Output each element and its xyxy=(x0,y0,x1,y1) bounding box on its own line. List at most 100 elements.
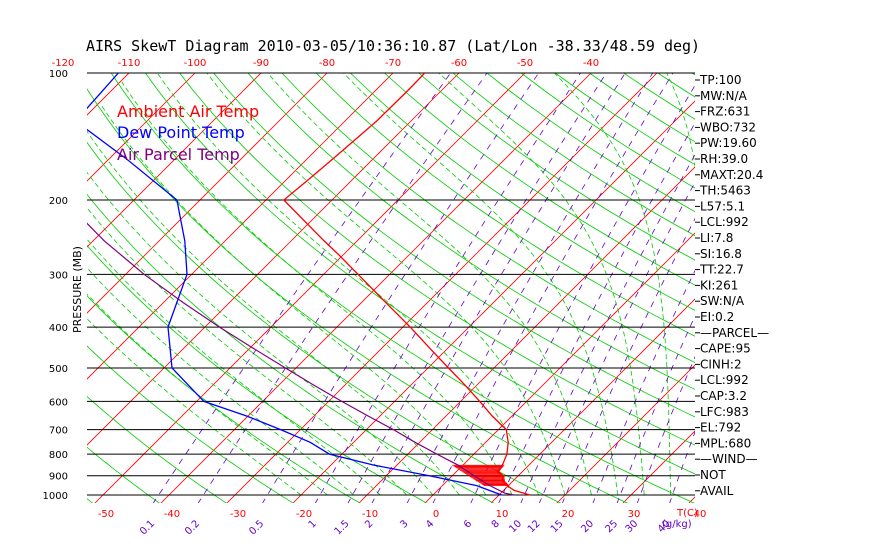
top-temperature-tick-label: -50 xyxy=(517,58,533,69)
stability-index-label: CINH:2 xyxy=(700,357,742,371)
stability-index-label: KI:261 xyxy=(700,278,738,292)
dry-adiabat-line xyxy=(384,73,695,286)
pressure-tick-label: 1000 xyxy=(43,491,68,502)
dry-adiabat-line xyxy=(87,193,495,503)
isotherm-line xyxy=(820,64,870,504)
isotherm-line xyxy=(358,166,695,503)
bottom-temperature-tick-label: 10 xyxy=(496,509,509,520)
moist-adiabat-line xyxy=(206,73,566,496)
mixing-ratio-tick-label: 15 xyxy=(549,518,566,535)
dry-adiabat-line xyxy=(418,73,695,261)
mixing-ratio-tick-label: 30 xyxy=(624,518,641,535)
profile-series xyxy=(87,73,531,496)
stability-index-label: EI:0.2 xyxy=(700,310,734,324)
dry-adiabat-line xyxy=(87,395,227,503)
mixing-ratio-tick-label: 0.1 xyxy=(138,518,157,537)
stability-index-label: MW:N/A xyxy=(700,89,748,103)
dry-adiabat-line xyxy=(110,73,695,503)
isotherm-line xyxy=(87,73,262,248)
isobar-lines xyxy=(87,72,695,496)
top-temperature-ticks: -120 -110 -100 -90 -80 -70 -60 -50 -40 xyxy=(52,58,600,69)
isotherm-line xyxy=(87,73,460,446)
stability-index-label: TP:100 xyxy=(699,73,742,87)
dry-adiabat-line xyxy=(87,88,629,503)
pressure-tick-label: 800 xyxy=(49,450,68,461)
moist-adiabat-line xyxy=(87,267,355,496)
top-temperature-tick-label: -110 xyxy=(118,58,141,69)
isotherm-line xyxy=(0,64,72,504)
legend: Ambient Air Temp Dew Point Temp Air Parc… xyxy=(117,102,259,164)
bottom-temperature-tick-label: -20 xyxy=(296,509,312,520)
bottom-temperature-ticks: -50 -40 -30 -20 -10 0 10 20 30 40 xyxy=(98,509,707,520)
pressure-tick-label: 500 xyxy=(49,364,68,375)
isotherm-line xyxy=(87,73,394,380)
mixing-ratio-line xyxy=(406,73,654,503)
stability-index-label: NOT xyxy=(700,468,726,482)
bottom-temperature-tick-label: -40 xyxy=(164,509,180,520)
mixing-ratio-line xyxy=(470,84,695,503)
dry-adiabat-line xyxy=(350,73,695,311)
bottom-temperature-tick-label: 20 xyxy=(562,509,575,520)
moist-adiabat-line xyxy=(87,293,328,496)
dry-adiabat-line xyxy=(179,73,695,446)
legend-air-parcel-temp: Air Parcel Temp xyxy=(117,145,240,164)
isotherm-line xyxy=(490,298,695,503)
bottom-temperature-tick-label: -30 xyxy=(230,509,246,520)
stability-index-label: L57:5.1 xyxy=(700,199,745,213)
dry-adiabat-line xyxy=(281,73,695,364)
stability-index-label: CAPE:95 xyxy=(700,342,751,356)
dry-adiabat-line xyxy=(87,141,562,503)
mixing-ratio-line xyxy=(262,73,539,503)
air-parcel-temp-line xyxy=(87,222,515,496)
mixing-ratio-tick-label: 0.2 xyxy=(183,518,202,537)
stability-index-label: AVAIL xyxy=(700,484,734,498)
stability-index-label: CAP:3.2 xyxy=(700,389,747,403)
stability-index-label: WBO:732 xyxy=(700,120,756,134)
ambient-air-temp-line xyxy=(282,73,531,496)
top-temperature-tick-label: -70 xyxy=(385,58,401,69)
mixing-ratio-tick-label: 4 xyxy=(424,518,436,530)
moist-adiabat-line xyxy=(87,238,381,496)
stability-index-label: LCL:992 xyxy=(700,373,749,387)
pressure-tick-label: 900 xyxy=(49,472,68,483)
dry-adiabat-line xyxy=(315,73,695,337)
legend-ambient-air-temp: Ambient Air Temp xyxy=(117,102,259,121)
bottom-temperature-tick-label: 40 xyxy=(694,509,707,520)
moist-adiabat-line xyxy=(267,73,592,496)
mixing-ratio-tick-label: 20 xyxy=(579,518,596,535)
mixing-ratio-line xyxy=(520,153,695,503)
dry-adiabat-line xyxy=(247,73,695,390)
mixing-ratio-ticks: 0.1 0.2 0.5 1 1.5 2 3 4 6 8 10 12 15 20 25 30 40 xyxy=(138,518,673,537)
stability-index-label: —WIND— xyxy=(700,452,758,466)
isotherm-lines xyxy=(0,64,870,504)
stability-index-label: EL:792 xyxy=(700,421,741,435)
isotherm-line xyxy=(754,64,870,504)
top-temperature-tick-label: -100 xyxy=(184,58,207,69)
mixing-ratio-tick-label: 1.5 xyxy=(333,518,352,537)
bottom-temperature-tick-label: 0 xyxy=(433,509,439,520)
isotherm-line xyxy=(226,73,658,503)
stability-index-label: LCL:992 xyxy=(700,215,749,229)
stability-index-label: TH:5463 xyxy=(699,184,751,198)
dry-adiabat-line xyxy=(87,244,428,503)
stability-index-label: LI:7.8 xyxy=(700,231,733,245)
mixing-ratio-line xyxy=(152,73,451,503)
temperature-unit-label: T(C) xyxy=(676,508,698,519)
stability-index-label: FRZ:631 xyxy=(700,105,750,119)
mixing-ratio-tick-label: 10 xyxy=(507,518,524,535)
stability-index-label: RH:39.0 xyxy=(700,152,748,166)
mixing-ratio-line xyxy=(498,122,695,503)
pressure-tick-label: 700 xyxy=(49,426,68,437)
mixing-ratio-unit-label: (g/kg) xyxy=(662,519,692,530)
mixing-ratio-tick-label: 8 xyxy=(490,518,502,530)
top-temperature-tick-label: -120 xyxy=(52,58,75,69)
mixing-ratio-tick-label: 1 xyxy=(307,518,319,530)
mixing-ratio-line xyxy=(562,217,695,503)
y-axis-label: PRESSURE (MB) xyxy=(71,246,84,333)
dry-adiabat-line xyxy=(87,446,160,503)
stability-index-label: MAXT:20.4 xyxy=(700,168,763,182)
dry-adiabat-line xyxy=(760,73,870,504)
mixing-ratio-tick-label: 0.5 xyxy=(247,518,266,537)
